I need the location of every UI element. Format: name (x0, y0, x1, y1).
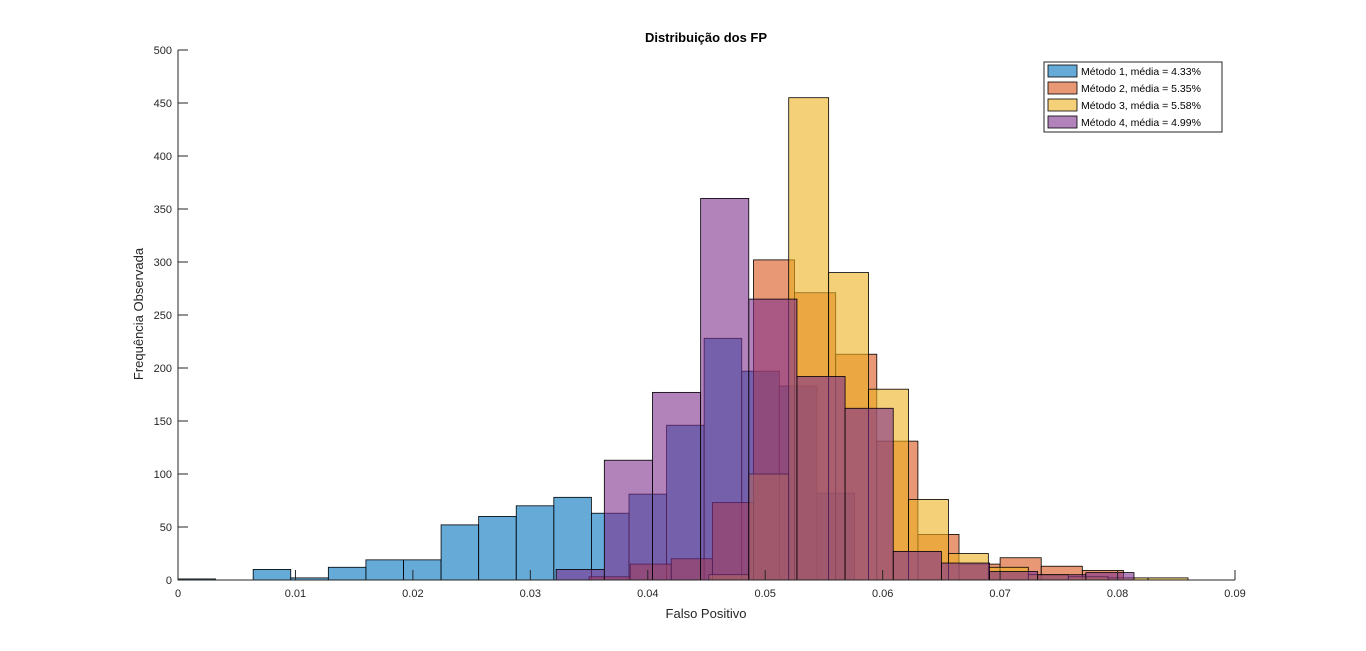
histogram-bar (515, 505, 555, 581)
axes-layer: 0 0.01 0.02 0.03 0.04 0.05 0.06 0.07 0.08 0.09 0 50… (154, 45, 1246, 600)
histogram-bar (1037, 574, 1087, 581)
histogram-bar (796, 376, 846, 581)
legend-swatch (1047, 115, 1078, 129)
chart-title: Distribuição dos FP (645, 30, 767, 45)
histogram-bar (989, 571, 1039, 581)
series-4-bars (555, 197, 1135, 581)
y-tick-label: 350 (154, 204, 172, 216)
y-tick-label: 300 (154, 257, 172, 269)
histogram-bar (478, 516, 517, 581)
histogram-bar (748, 298, 798, 581)
x-tick-label: 0.02 (402, 588, 423, 600)
legend-entry-label: Método 4, média = 4.99% (1081, 117, 1201, 129)
x-axis-label: Falso Positivo (666, 606, 747, 621)
histogram-bar (555, 569, 605, 581)
y-tick-label: 400 (154, 151, 172, 163)
x-tick-label: 0.03 (520, 588, 541, 600)
histogram-bar (440, 524, 480, 581)
x-tick-label: 0.07 (989, 588, 1010, 600)
bars-layer (177, 97, 1189, 581)
x-tick-label: 0.09 (1224, 588, 1245, 600)
histogram-bar (892, 550, 942, 581)
legend-entry-label: Método 1, média = 4.33% (1081, 66, 1201, 78)
histogram-bar (252, 569, 292, 581)
x-tick-label: 0.08 (1107, 588, 1128, 600)
y-tick-label: 500 (154, 45, 172, 57)
legend-swatch (1047, 64, 1078, 78)
histogram-bar (940, 562, 990, 581)
x-tick-label: 0.01 (285, 588, 306, 600)
histogram-bar (327, 566, 367, 581)
histogram-bar (844, 407, 894, 581)
y-tick-label: 250 (154, 310, 172, 322)
x-tick-label: 0 (175, 588, 181, 600)
histogram-bar (652, 391, 702, 581)
y-tick-label: 50 (160, 522, 172, 534)
x-tick-label: 0.05 (755, 588, 776, 600)
legend-entry-label: Método 3, média = 5.58% (1081, 100, 1201, 112)
y-tick-label: 450 (154, 98, 172, 110)
histogram-bar (603, 459, 653, 581)
histogram-bar (700, 197, 750, 581)
y-tick-label: 100 (154, 469, 172, 481)
y-axis-label: Frequência Observada (131, 247, 146, 380)
x-tick-label: 0.06 (872, 588, 893, 600)
y-tick-label: 0 (166, 575, 172, 587)
y-tick-label: 200 (154, 363, 172, 375)
legend-swatch (1047, 98, 1078, 112)
legend-entry-label: Método 2, média = 5.35% (1081, 83, 1201, 95)
histogram-bar (365, 559, 404, 581)
histogram-bar (1085, 572, 1135, 581)
legend: Método 1, média = 4.33% Método 2, média =… (1043, 61, 1223, 133)
y-tick-label: 150 (154, 416, 172, 428)
legend-swatch (1047, 81, 1078, 95)
histogram-bar (553, 496, 592, 581)
x-tick-label: 0.04 (637, 588, 658, 600)
histogram-bar (403, 559, 442, 581)
